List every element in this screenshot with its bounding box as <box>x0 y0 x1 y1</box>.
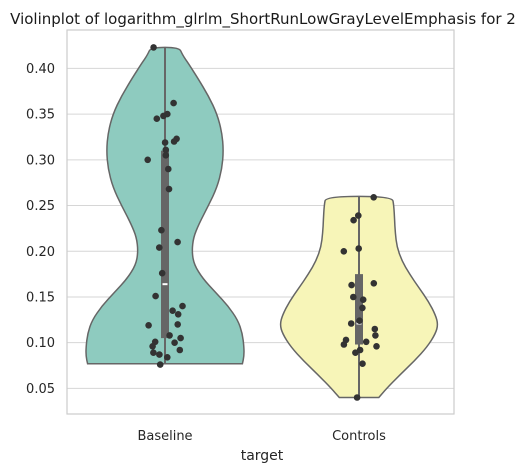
data-point <box>162 152 170 159</box>
data-point <box>372 332 379 339</box>
data-point <box>165 185 173 193</box>
data-point <box>166 332 173 339</box>
data-point <box>165 165 172 173</box>
data-point <box>355 245 363 252</box>
chart-title: Violinplot of logarithm_glrlm_ShortRunLo… <box>10 10 516 29</box>
data-point <box>352 349 359 357</box>
data-point <box>371 325 379 333</box>
y-tick-labels: 0.05 0.10 0.15 0.20 0.25 0.30 0.35 0.40 <box>26 62 55 397</box>
iqr-box-controls <box>355 274 363 345</box>
data-point <box>373 343 380 350</box>
data-point <box>170 99 177 107</box>
iqr-box-baseline <box>161 150 169 339</box>
data-point <box>353 394 361 401</box>
data-point <box>174 321 181 328</box>
data-point <box>179 302 186 310</box>
data-point <box>169 307 176 315</box>
data-point <box>164 354 171 361</box>
y-tick-label: 0.10 <box>26 336 55 351</box>
x-tick-labels: Baseline Controls <box>137 429 386 444</box>
data-point <box>162 146 170 154</box>
data-point <box>150 44 157 51</box>
data-point <box>160 112 167 120</box>
data-point <box>370 194 378 201</box>
data-point <box>176 346 184 354</box>
data-point <box>350 216 357 224</box>
data-point <box>153 115 161 122</box>
data-point <box>340 341 348 348</box>
inner-boxplots <box>161 47 363 398</box>
data-point <box>347 320 355 327</box>
data-point <box>150 349 157 357</box>
data-point <box>156 351 163 358</box>
data-point <box>156 244 163 251</box>
data-point <box>158 269 166 277</box>
data-point <box>356 317 363 325</box>
y-tick-label: 0.25 <box>26 199 55 214</box>
data-point <box>370 280 378 287</box>
y-tick-label: 0.40 <box>26 62 55 77</box>
data-point <box>177 334 184 342</box>
data-point <box>359 304 366 312</box>
data-point <box>170 138 178 145</box>
y-tick-label: 0.15 <box>26 290 55 305</box>
violins <box>85 46 439 399</box>
y-tick-label: 0.35 <box>26 108 55 123</box>
data-point <box>348 281 355 289</box>
data-point <box>174 238 181 246</box>
strip-points <box>144 44 380 401</box>
x-axis-label: target <box>241 448 284 464</box>
data-point <box>362 338 370 346</box>
y-tick-label: 0.20 <box>26 245 55 260</box>
data-point <box>171 339 178 347</box>
x-tick-label: Baseline <box>137 429 192 444</box>
data-point <box>158 226 165 234</box>
data-point <box>340 248 348 255</box>
y-tick-label: 0.05 <box>26 382 55 397</box>
data-point <box>359 296 367 304</box>
data-point <box>359 360 366 368</box>
y-tick-label: 0.30 <box>26 153 55 168</box>
data-point <box>149 343 156 350</box>
data-point <box>156 361 164 368</box>
data-point <box>174 311 182 318</box>
plot-frame <box>66 29 455 415</box>
data-point <box>144 156 151 164</box>
data-point <box>152 292 159 300</box>
data-point <box>350 293 357 301</box>
data-point <box>355 212 362 219</box>
data-point <box>161 139 169 146</box>
data-point <box>145 322 152 329</box>
x-tick-label: Controls <box>332 429 386 444</box>
